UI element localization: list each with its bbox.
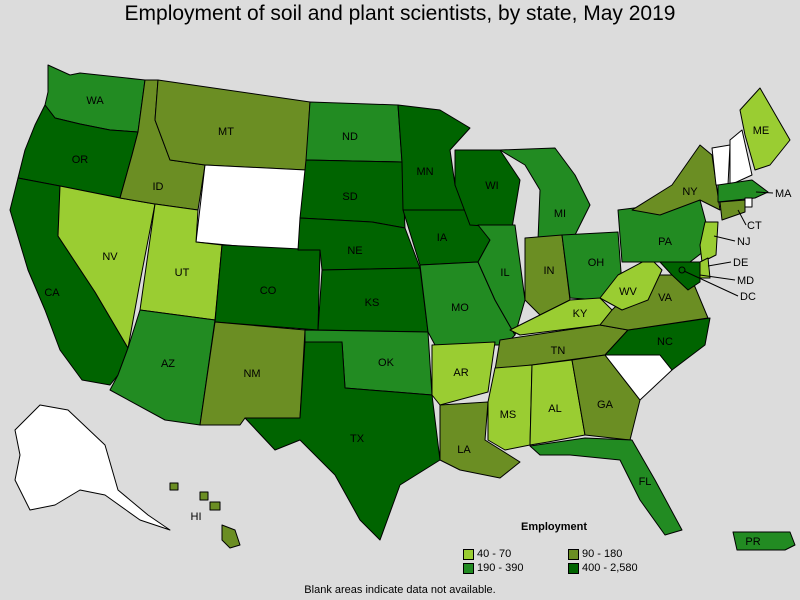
label-SD: SD [342, 191, 357, 203]
state-WV[interactable] [599, 257, 663, 311]
state-AL[interactable] [529, 359, 586, 446]
map-title: Employment of soil and plant scientists,… [124, 2, 676, 25]
label-WA: WA [86, 95, 104, 107]
label-HI: HI [191, 511, 202, 523]
state-HI-4[interactable] [169, 482, 179, 491]
label-IA: IA [437, 232, 448, 244]
state-IL[interactable] [477, 224, 526, 336]
state-NY[interactable] [631, 144, 721, 216]
legend-label-3: 190 - 390 [477, 562, 524, 574]
label-MI: MI [554, 208, 566, 220]
state-HI-2[interactable] [199, 491, 209, 501]
state-FL[interactable] [529, 437, 683, 536]
label-MN: MN [416, 166, 433, 178]
footnote: Blank areas indicate data not available. [304, 584, 496, 596]
legend-swatch-1 [463, 548, 474, 560]
label-OK: OK [378, 357, 395, 369]
legend-title: Employment [521, 521, 588, 533]
label-CO: CO [260, 285, 277, 297]
state-MT[interactable] [154, 79, 311, 171]
label-MA: MA [775, 188, 792, 200]
label-ME: ME [753, 125, 770, 137]
label-IL: IL [500, 267, 509, 279]
state-HI[interactable] [221, 524, 241, 549]
label-FL: FL [639, 476, 652, 488]
state-AR[interactable] [431, 341, 496, 406]
label-AZ: AZ [161, 358, 175, 370]
legend-label-4: 400 - 2,580 [582, 562, 638, 574]
label-UT: UT [175, 267, 190, 279]
label-TX: TX [350, 433, 365, 445]
label-NY: NY [682, 186, 698, 198]
label-MS: MS [500, 409, 517, 421]
leader-MA [755, 191, 774, 194]
label-MT: MT [218, 126, 234, 138]
label-MD: MD [737, 275, 754, 287]
label-WV: WV [619, 286, 637, 298]
state-NJ[interactable] [699, 221, 719, 263]
label-DC: DC [740, 291, 756, 303]
legend-label-2: 90 - 180 [582, 548, 623, 560]
leader-NJ [713, 235, 736, 242]
legend-swatch-2 [568, 548, 579, 560]
legend-item-3: 190 - 390 [463, 562, 523, 574]
label-OR: OR [72, 154, 89, 166]
state-KY[interactable] [509, 297, 613, 336]
label-ID: ID [153, 181, 164, 193]
label-CA: CA [44, 287, 60, 299]
legend-item-1: 40 - 70 [463, 548, 511, 560]
legend-swatch-3 [463, 562, 474, 574]
state-WY[interactable] [195, 164, 307, 253]
state-GA[interactable] [571, 354, 641, 441]
label-NE: NE [347, 245, 362, 257]
label-IN: IN [544, 265, 555, 277]
legend-label-1: 40 - 70 [477, 548, 512, 560]
label-PR: PR [745, 536, 760, 548]
label-WI: WI [485, 180, 498, 192]
legend-swatch-4 [568, 562, 579, 574]
leader-DE [707, 261, 732, 267]
state-ME[interactable] [739, 87, 791, 171]
label-AR: AR [453, 367, 468, 379]
label-NC: NC [657, 336, 673, 348]
state-HI-3[interactable] [209, 501, 221, 511]
label-VA: VA [658, 292, 673, 304]
label-DE: DE [733, 257, 748, 269]
label-KS: KS [365, 297, 380, 309]
label-GA: GA [597, 399, 614, 411]
leader-DC [683, 270, 739, 297]
label-MO: MO [451, 302, 469, 314]
state-NH[interactable] [729, 129, 753, 186]
leader-MD [699, 274, 736, 281]
state-CT[interactable] [719, 199, 746, 221]
state-MS[interactable] [487, 364, 533, 451]
label-TN: TN [551, 345, 566, 357]
label-NM: NM [243, 368, 260, 380]
label-LA: LA [457, 444, 471, 456]
state-DC[interactable] [678, 266, 686, 274]
state-AK[interactable] [14, 404, 171, 531]
label-ND: ND [342, 131, 358, 143]
state-TX[interactable] [244, 341, 441, 541]
legend-item-4: 400 - 2,580 [568, 562, 638, 574]
label-NJ: NJ [737, 236, 750, 248]
label-OH: OH [588, 257, 605, 269]
label-AL: AL [548, 403, 561, 415]
leader-CT [737, 209, 747, 226]
label-NV: NV [102, 251, 118, 263]
label-CT: CT [747, 220, 762, 232]
label-PA: PA [658, 236, 673, 248]
state-RI[interactable] [744, 197, 753, 208]
state-MA[interactable] [717, 179, 769, 203]
legend-item-2: 90 - 180 [568, 548, 622, 560]
state-MD[interactable] [659, 261, 701, 291]
label-KY: KY [573, 308, 588, 320]
state-PR[interactable] [732, 531, 796, 551]
